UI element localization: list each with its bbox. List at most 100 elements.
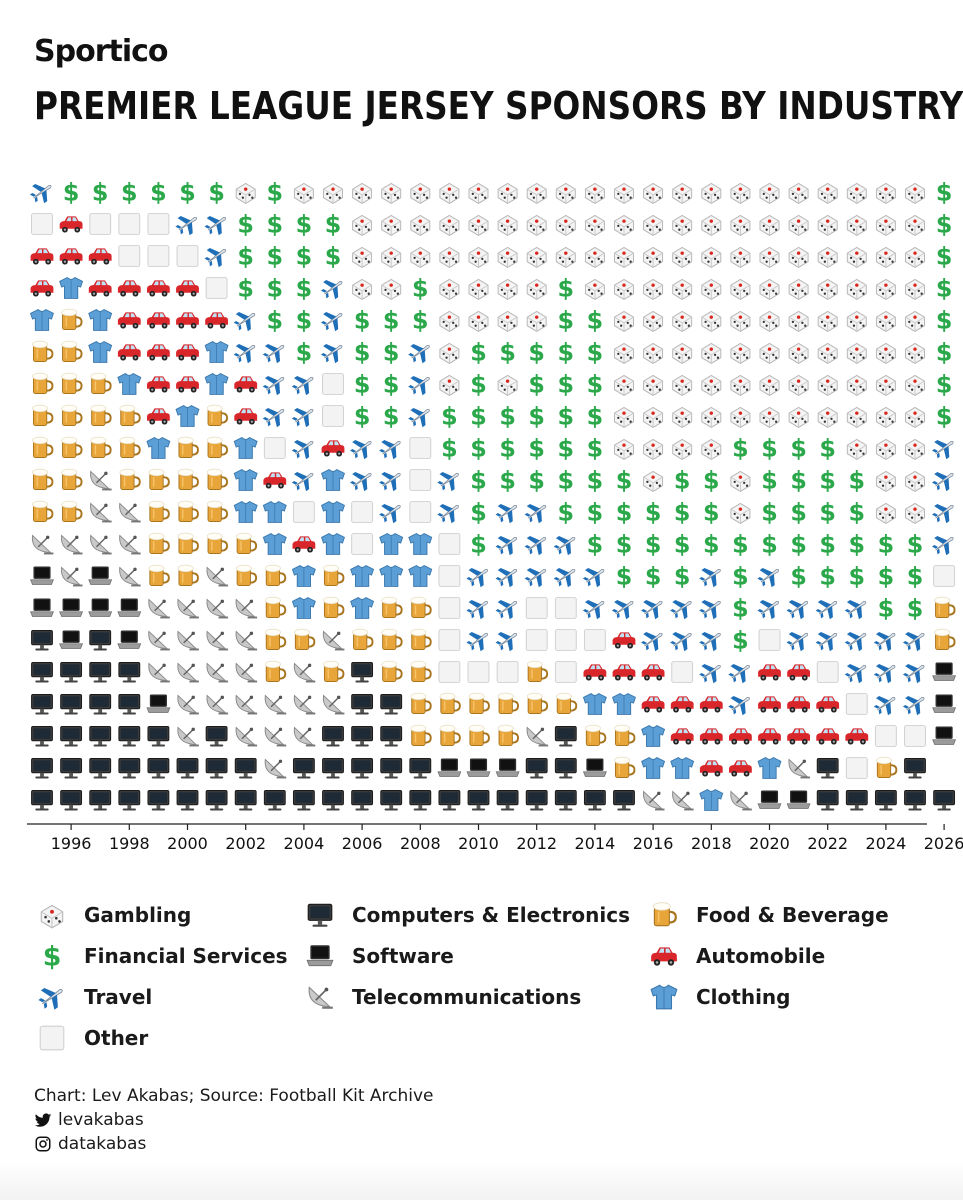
car-cell <box>88 280 112 297</box>
dice-cell <box>497 246 518 268</box>
satellite-dish-cell <box>177 694 199 715</box>
beer-mug-cell <box>206 468 229 490</box>
car-cell <box>758 696 781 713</box>
airplane-cell <box>495 535 518 556</box>
svg-text:$: $ <box>936 275 953 303</box>
shirt-cell <box>204 372 229 395</box>
desktop-computer-cell <box>176 790 199 811</box>
legend-label: Clothing <box>696 985 791 1009</box>
dice-cell <box>614 214 634 236</box>
shirt-cell <box>379 532 404 555</box>
svg-text:$: $ <box>470 435 487 463</box>
desktop-computer-cell <box>118 790 141 811</box>
svg-text:$: $ <box>587 403 604 431</box>
svg-text:$: $ <box>790 563 807 591</box>
svg-text:$: $ <box>528 371 545 399</box>
dice-cell <box>672 278 693 300</box>
x-tick-label-2002: 2002 <box>225 834 266 853</box>
dice-cell <box>730 502 751 524</box>
dollar-cell: $ <box>528 435 545 463</box>
svg-text:$: $ <box>732 563 749 591</box>
satellite-dish-cell <box>235 598 258 619</box>
dice-cell <box>672 214 693 236</box>
airplane-cell <box>932 439 954 460</box>
legend-item: Other <box>34 1021 148 1055</box>
svg-text:$: $ <box>383 403 400 431</box>
beer-mug-cell <box>876 756 898 778</box>
shirt-cell <box>233 468 258 491</box>
twitter-line: levakabas <box>34 1108 434 1132</box>
dollar-cell: $ <box>325 243 342 271</box>
shirt-cell <box>146 436 171 459</box>
dice-cell <box>584 182 605 204</box>
blank-square-cell <box>554 597 577 619</box>
beer-mug-cell <box>206 532 229 554</box>
blank-square-cell <box>438 565 461 587</box>
blank-square-cell <box>89 213 112 235</box>
svg-text:$: $ <box>936 179 953 207</box>
svg-text:$: $ <box>558 435 575 463</box>
dice-cell <box>614 246 634 268</box>
shirt-cell <box>88 340 113 363</box>
shirt-cell <box>262 500 287 523</box>
beer-mug-cell <box>614 756 636 778</box>
dollar-cell: $ <box>732 595 749 623</box>
beer-mug-cell <box>410 692 432 714</box>
dice-cell <box>439 246 460 268</box>
dice-cell <box>381 214 402 236</box>
desktop-computer-cell <box>380 758 403 779</box>
shirt-cell <box>262 532 287 555</box>
dollar-cell: $ <box>558 275 575 303</box>
svg-text:$: $ <box>732 627 749 655</box>
dollar-cell: $ <box>849 499 866 527</box>
svg-text:$: $ <box>616 467 633 495</box>
desktop-computer-cell <box>31 790 53 811</box>
dice-cell <box>643 342 664 364</box>
dollar-cell: $ <box>587 403 604 431</box>
dice-cell <box>817 246 838 268</box>
instagram-handle[interactable]: datakabas <box>58 1134 147 1154</box>
x-tick-label-1998: 1998 <box>109 834 150 853</box>
airplane-cell <box>699 567 721 588</box>
blank-square-cell <box>845 757 868 779</box>
beer-mug-cell <box>119 404 141 426</box>
svg-text:$: $ <box>907 563 924 591</box>
svg-text:$: $ <box>470 499 487 527</box>
svg-text:$: $ <box>790 435 807 463</box>
dice-cell <box>643 182 664 204</box>
svg-text:$: $ <box>645 499 662 527</box>
dice-cell <box>875 374 896 396</box>
svg-text:$: $ <box>325 243 342 271</box>
svg-text:$: $ <box>441 435 458 463</box>
svg-text:$: $ <box>703 467 720 495</box>
laptop-cell <box>786 790 811 809</box>
car-cell <box>699 760 723 777</box>
shirt-cell <box>408 564 433 587</box>
beer-mug-cell <box>497 724 520 746</box>
dollar-cell: $ <box>267 275 284 303</box>
shirt-cell <box>30 308 54 331</box>
blank-square-cell <box>409 437 432 459</box>
dice-cell <box>672 374 693 396</box>
dice-cell <box>235 182 256 204</box>
x-tick-label-2026: 2026 <box>924 834 963 853</box>
beer-mug-cell <box>90 372 112 394</box>
shirt-cell <box>59 276 84 299</box>
blank-square-cell <box>816 661 839 683</box>
airplane-cell <box>320 311 343 332</box>
legend-label: Telecommunications <box>352 985 582 1009</box>
car-icon <box>651 947 677 966</box>
beer-mug-cell <box>32 404 54 426</box>
satellite-dish-cell <box>206 598 228 619</box>
svg-text:$: $ <box>587 467 604 495</box>
airplane-cell <box>902 695 925 716</box>
svg-text:$: $ <box>208 179 225 207</box>
dollar-cell: $ <box>412 275 429 303</box>
blank-square-cell <box>525 597 548 619</box>
dice-cell <box>759 310 780 332</box>
blank-square-cell <box>147 245 170 267</box>
dollar-cell: $ <box>383 307 400 335</box>
twitter-handle[interactable]: levakabas <box>58 1110 144 1130</box>
svg-text:$: $ <box>616 499 633 527</box>
svg-text:$: $ <box>558 307 575 335</box>
